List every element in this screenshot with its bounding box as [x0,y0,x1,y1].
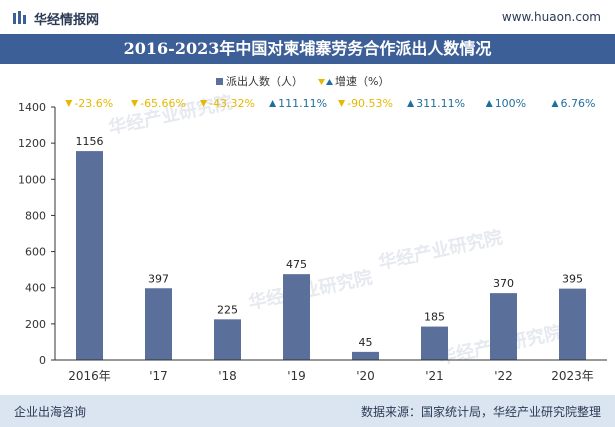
y-tick-label: 200 [25,318,46,331]
growth-label: 6.76% [561,97,596,110]
footer-source: 数据来源：国家统计局，华经产业研究院整理 [360,405,601,419]
x-tick-label: '22 [494,369,513,383]
x-tick-label: '19 [287,369,306,383]
x-tick-label: '21 [425,369,444,383]
growth-label: 311.11% [416,97,465,110]
bar-value-label: 395 [562,273,583,286]
growth-labels: -23.6% -65.66% -43.32% 111.11% -90.53% 311.11… [65,97,595,110]
bar [283,274,310,360]
y-tick-label: 1000 [18,173,46,186]
bar-value-label: 45 [359,336,373,349]
growth-label: -65.66% [140,97,186,110]
bar-value-label: 225 [217,303,238,316]
growth-label: -90.53% [347,97,393,110]
x-tick-label: 2016年 [68,369,111,383]
growth-label: 100% [495,97,526,110]
bars: 1156 397 225 475 45 185 370 395 [76,135,586,360]
x-tick-label: '18 [218,369,237,383]
bar-value-label: 370 [493,277,514,290]
bar-chart: 华经产业研究院华经产业研究院华经产业研究院华经产业研究院 派出人数（人） 增速（… [18,74,607,383]
bar [76,151,103,360]
footer-bar: 企业出海咨询 数据来源：国家统计局，华经产业研究院整理 [0,395,615,427]
x-axis: 2016年 '17 '18 '19 '20 '21 '22 2023年 [55,359,607,383]
y-tick-label: 1200 [18,137,46,150]
chart-title: 2016-2023年中国对柬埔寨劳务合作派出人数情况 [123,39,492,58]
growth-label: 111.11% [278,97,327,110]
bar [490,293,517,360]
growth-label: -43.32% [209,97,255,110]
top-bar: 华经情报网 www.huaon.com [0,0,615,34]
growth-label: -23.6% [74,97,113,110]
y-tick-label: 800 [25,209,46,222]
bar-value-label: 185 [424,311,445,324]
y-tick-label: 0 [39,354,46,367]
site-url[interactable]: www.huaon.com [501,10,601,24]
brand-name: 华经情报网 [34,13,100,28]
legend-growth-label: 增速（%） [335,74,389,88]
bar [352,351,379,360]
bar [421,326,448,360]
bar [145,288,172,360]
bar-value-label: 397 [148,272,169,285]
growth-up-icon [407,100,415,107]
growth-up-icon [269,100,277,107]
title-bar: 2016-2023年中国对柬埔寨劳务合作派出人数情况 [0,34,615,64]
footer-left: 企业出海咨询 [14,405,87,419]
legend-bar-label: 派出人数（人） [226,74,303,88]
growth-up-icon [485,100,493,107]
y-tick-label: 400 [25,282,46,295]
bar [214,319,241,360]
y-tick-label: 600 [25,246,46,259]
bar [559,288,586,360]
x-tick-label: 2023年 [551,369,594,383]
legend-bar-swatch [216,78,223,85]
watermark-text: 华经产业研究院 [376,226,504,274]
growth-up-icon [551,100,559,107]
bar-value-label: 475 [286,258,307,271]
logo-icon [13,11,26,24]
watermark-text: 华经产业研究院 [246,266,374,314]
growth-down-icon [131,100,139,107]
legend-growth-up-icon [326,79,333,85]
y-tick-label: 1400 [18,101,46,114]
growth-down-icon [65,100,73,107]
bar-value-label: 1156 [76,135,104,148]
x-tick-label: '17 [149,369,168,383]
growth-down-icon [200,100,208,107]
x-tick-label: '20 [356,369,375,383]
legend: 派出人数（人） 增速（%） [216,74,389,88]
legend-growth-down-icon [318,79,325,85]
y-axis: 0 200 400 600 800 1000 1200 1400 [18,101,56,367]
growth-down-icon [338,100,346,107]
